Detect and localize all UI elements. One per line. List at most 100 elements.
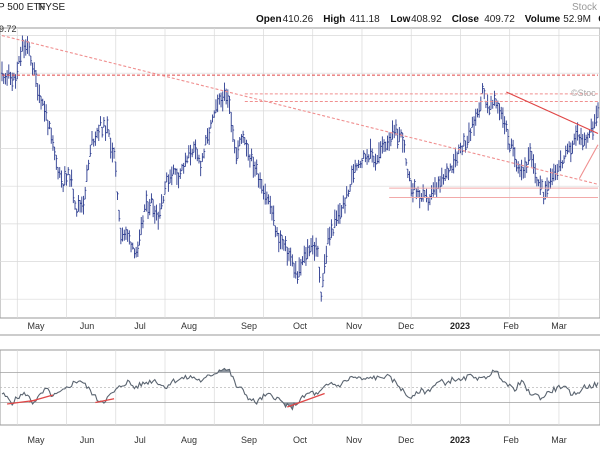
rsi-x-tick: Mar [551, 435, 567, 445]
price-bar [296, 271, 299, 284]
rsi-x-axis: May Jun Jul Aug Sep Oct Nov Dec 2023 Feb Mar [27, 435, 566, 445]
stat-label-chg: Chg [598, 14, 600, 25]
price-panel [0, 27, 600, 319]
price-bar [150, 193, 153, 204]
price-bar [323, 254, 326, 274]
price-bar [455, 151, 459, 166]
price-bar [16, 61, 19, 80]
price-bar [97, 124, 100, 141]
price-bar [70, 169, 73, 187]
price-bar [596, 102, 600, 119]
price-bar [304, 247, 308, 266]
price-bar [493, 90, 496, 106]
price-x-tick: May [27, 321, 45, 331]
price-bar [348, 184, 352, 193]
price-bar [44, 104, 48, 121]
price-bar [508, 143, 511, 153]
price-bar [19, 46, 22, 67]
chart-title: P 500 ETF [0, 2, 46, 13]
price-x-tick: Nov [346, 321, 363, 331]
price-x-tick: Oct [293, 321, 308, 331]
price-bar [562, 155, 566, 164]
exchange-label: NYSE [38, 2, 66, 13]
price-bar [197, 154, 201, 164]
price-bar [48, 120, 51, 130]
price-bar [67, 167, 70, 176]
price-bar [325, 245, 328, 264]
rsi-x-tick: Jul [134, 435, 146, 445]
price-bar [481, 83, 484, 94]
trendline-mar-uptrend [578, 144, 599, 179]
price-bar [284, 236, 287, 252]
price-bar [190, 148, 194, 158]
price-bar [250, 148, 253, 162]
price-bar [228, 95, 231, 115]
price-bar [107, 129, 111, 137]
price-bar [87, 159, 90, 171]
price-bar [528, 143, 532, 161]
watermark-right: ©Stoc [571, 88, 596, 98]
price-bar [199, 160, 202, 177]
price-bar [114, 161, 117, 177]
stat-label-low: Low [390, 14, 410, 25]
price-bar [235, 147, 238, 165]
price-x-tick: Jul [134, 321, 146, 331]
price-bar [488, 105, 491, 116]
price-bar [540, 179, 544, 190]
price-bar [128, 230, 131, 245]
price-bar [460, 145, 464, 156]
watermark: Stock [572, 2, 598, 13]
stat-label-close: Close [452, 14, 480, 25]
price-bar [352, 164, 355, 183]
price-bar [34, 69, 38, 88]
stat-value-low: 408.92 [411, 14, 442, 25]
price-bar [401, 132, 404, 153]
rsi-x-tick: Jun [80, 435, 95, 445]
price-bar [362, 150, 365, 159]
price-bar [533, 163, 537, 184]
price-bar [112, 147, 116, 159]
price-panel-frame [0, 27, 600, 319]
price-bar [445, 163, 449, 179]
price-bar [462, 133, 466, 147]
price-bar [280, 234, 284, 250]
price-bar [236, 140, 240, 159]
price-bar [408, 171, 411, 182]
price-x-axis: May Jun Jul Aug Sep Oct Nov Dec 2023 Feb Mar [0, 321, 600, 336]
price-bar [360, 158, 364, 169]
price-bar [85, 164, 89, 182]
price-bar [279, 230, 282, 250]
price-x-tick: Aug [181, 321, 197, 331]
price-bar [569, 142, 573, 163]
rsi-x-tick: Aug [181, 435, 197, 445]
price-bar [145, 190, 148, 212]
price-x-tick: Jun [80, 321, 95, 331]
rsi-x-tick: Nov [346, 435, 363, 445]
price-bar [117, 209, 121, 222]
price-bar [131, 242, 134, 250]
price-tag: 9.72 [0, 24, 17, 34]
rsi-x-tick: Dec [398, 435, 415, 445]
price-bar [318, 266, 321, 283]
price-bar [29, 55, 33, 66]
trendline-long-downtrend [1, 34, 599, 185]
price-x-tick: Feb [503, 321, 519, 331]
stat-label-volume: Volume [525, 14, 561, 25]
price-bar [272, 205, 275, 226]
price-bar [464, 140, 467, 153]
price-bar [581, 134, 584, 151]
rsi-divergence-line [28, 394, 54, 403]
price-bar [185, 155, 189, 164]
price-bar [82, 195, 85, 215]
price-bar [331, 228, 335, 236]
price-bar [399, 129, 403, 138]
price-bar [38, 84, 41, 104]
price-bar [136, 241, 140, 257]
price-bar [170, 166, 174, 186]
price-bar [347, 189, 350, 197]
price-bar [396, 128, 399, 149]
price-bar [60, 170, 63, 188]
price-bar [179, 168, 182, 179]
price-bar [483, 87, 486, 100]
